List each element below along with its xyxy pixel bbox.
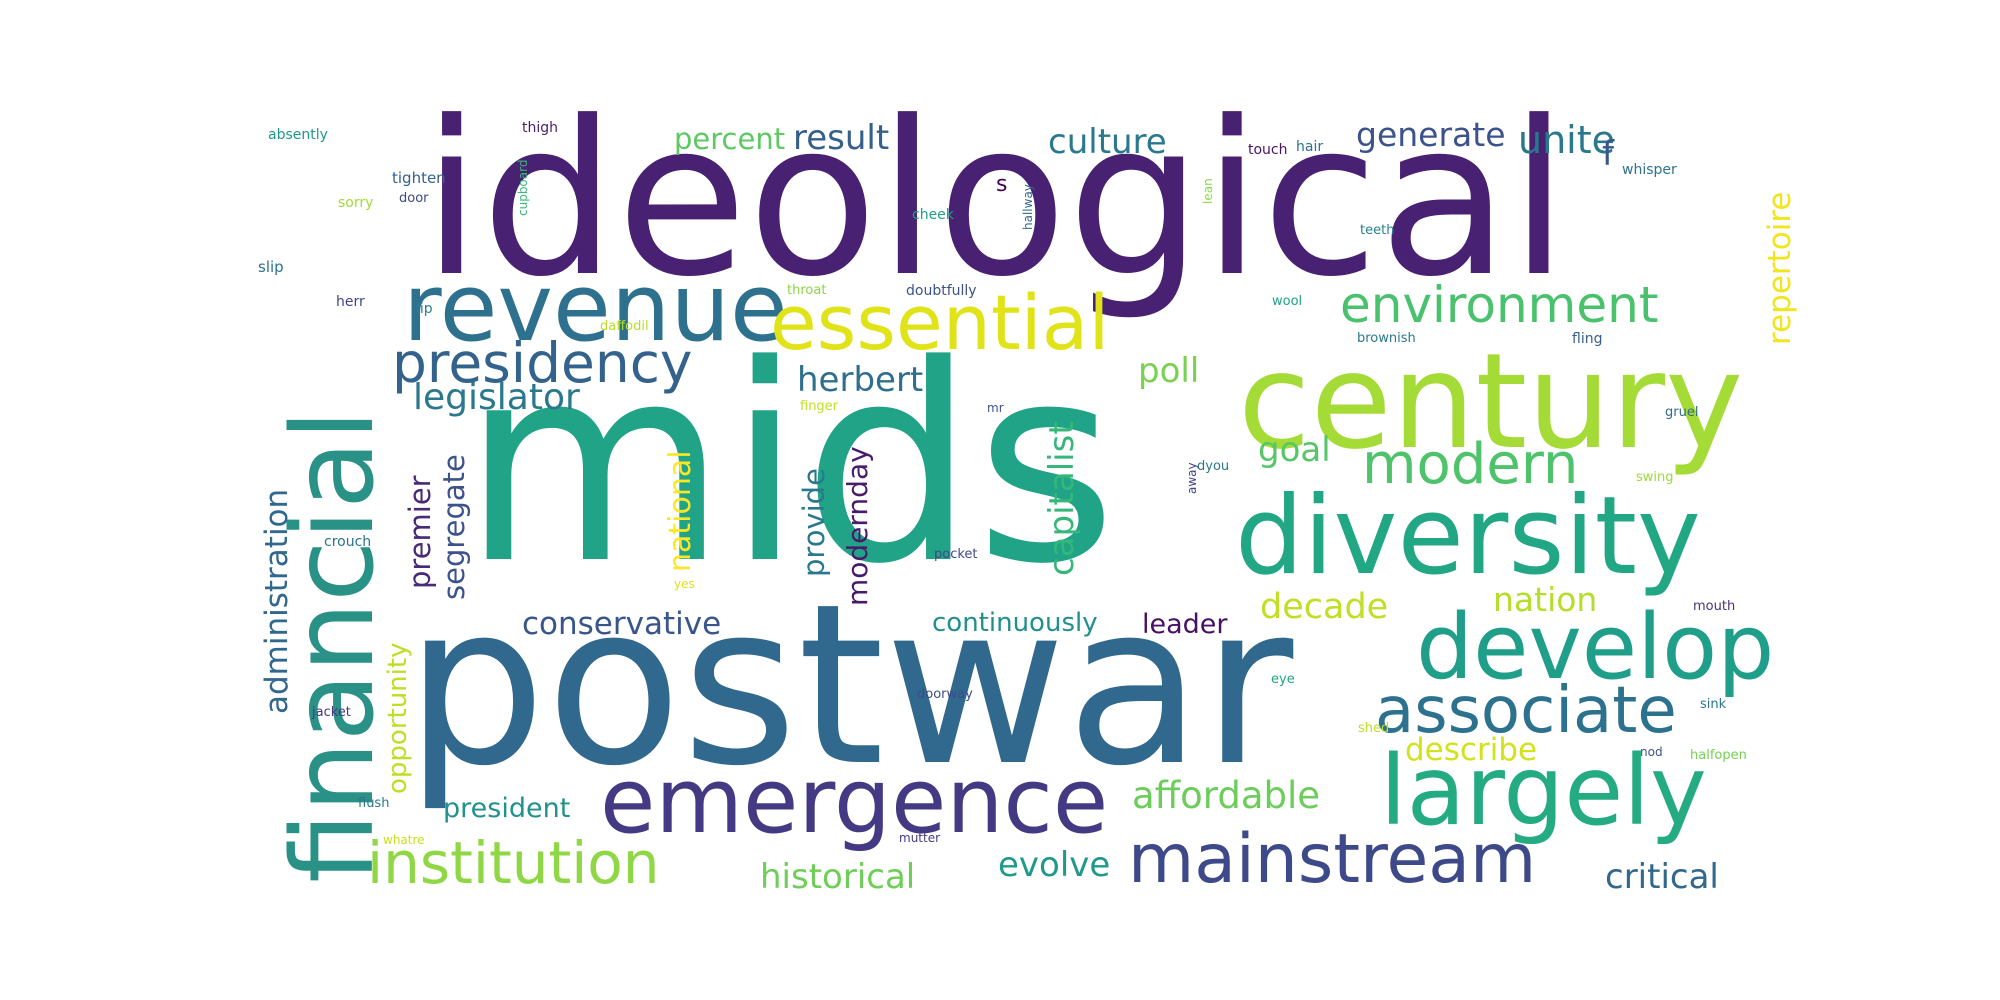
word: diversity <box>1235 474 1701 599</box>
word: provide <box>797 468 831 577</box>
word: decade <box>1260 587 1389 627</box>
word: institution <box>367 829 660 897</box>
word: nod <box>1640 745 1663 759</box>
word: whisper <box>1622 162 1677 178</box>
word: mouth <box>1693 599 1736 614</box>
word: nation <box>1493 580 1598 619</box>
word: generate <box>1356 115 1506 154</box>
word: sorry <box>338 195 374 211</box>
word: away <box>1185 462 1199 494</box>
word: cheek <box>912 207 954 223</box>
word: lip <box>416 301 433 317</box>
word: yes <box>674 577 695 591</box>
word: goal <box>1258 430 1331 470</box>
word: opportunity <box>383 642 413 794</box>
word: mr <box>987 401 1004 415</box>
word: repertoire <box>1762 191 1798 345</box>
word: f <box>1602 134 1614 174</box>
word: thigh <box>522 120 559 136</box>
word: postwar <box>405 557 1294 815</box>
word: ideological <box>422 76 1569 324</box>
word: wool <box>1272 294 1303 309</box>
word: evolve <box>998 845 1111 885</box>
word: culture <box>1048 122 1167 162</box>
word: doubtfully <box>906 283 977 299</box>
word: modern <box>1362 432 1579 497</box>
word: continuously <box>932 608 1098 638</box>
word: emergence <box>600 749 1109 854</box>
word: result <box>793 118 890 158</box>
word: herr <box>336 294 365 310</box>
word: whatre <box>383 833 425 847</box>
word: eye <box>1271 672 1295 687</box>
word: door <box>399 191 429 206</box>
word: administration <box>259 488 295 714</box>
word: modernday <box>841 446 874 606</box>
word: cupboard <box>516 159 530 216</box>
word: unite <box>1518 118 1616 162</box>
word: slip <box>258 258 284 276</box>
word: essential <box>770 278 1110 367</box>
word: national <box>663 450 698 572</box>
word: throat <box>787 283 827 298</box>
word: largely <box>1380 735 1707 847</box>
word: historical <box>760 857 916 897</box>
word: premier <box>403 475 437 589</box>
word: mutter <box>899 831 941 845</box>
word: environment <box>1340 276 1659 334</box>
word: touch <box>1248 142 1288 158</box>
word: century <box>1238 325 1744 479</box>
word: capitalist <box>1042 421 1082 576</box>
word: crouch <box>324 534 372 550</box>
word: herbert <box>797 360 924 400</box>
word: fling <box>1572 331 1603 347</box>
word: pocket <box>934 547 978 562</box>
word: shed <box>1358 721 1390 736</box>
word: affordable <box>1132 774 1321 817</box>
word: s <box>996 172 1008 197</box>
word: gruel <box>1665 405 1699 420</box>
word: revenue <box>403 254 788 363</box>
word: mainstream <box>1128 820 1537 899</box>
word: hair <box>1296 139 1324 155</box>
word: legislator <box>413 377 580 418</box>
word: poll <box>1138 351 1200 391</box>
word: hallway <box>1021 184 1035 230</box>
word: sink <box>1700 697 1727 712</box>
word: segregate <box>437 454 471 600</box>
word: finger <box>800 399 839 414</box>
word: halfopen <box>1690 748 1747 763</box>
word: teeth <box>1360 223 1395 238</box>
word: tighten <box>392 169 446 187</box>
word: associate <box>1375 674 1677 748</box>
word: dyou <box>1197 459 1230 474</box>
word: develop <box>1416 595 1775 700</box>
word: describe <box>1405 732 1538 768</box>
word: brownish <box>1357 331 1416 346</box>
word: jacket <box>312 705 351 720</box>
word: doorway <box>917 687 973 702</box>
word: absently <box>268 127 328 143</box>
word: president <box>443 793 571 824</box>
word: conservative <box>522 606 722 642</box>
word: flush <box>358 796 390 811</box>
word: swing <box>1636 470 1674 485</box>
word: mids <box>462 308 1117 624</box>
word: percent <box>674 122 786 156</box>
word: critical <box>1605 857 1719 897</box>
word: daffodil <box>600 319 649 334</box>
word: lean <box>1201 178 1215 204</box>
word: leader <box>1142 609 1228 640</box>
word: presidency <box>392 331 693 395</box>
